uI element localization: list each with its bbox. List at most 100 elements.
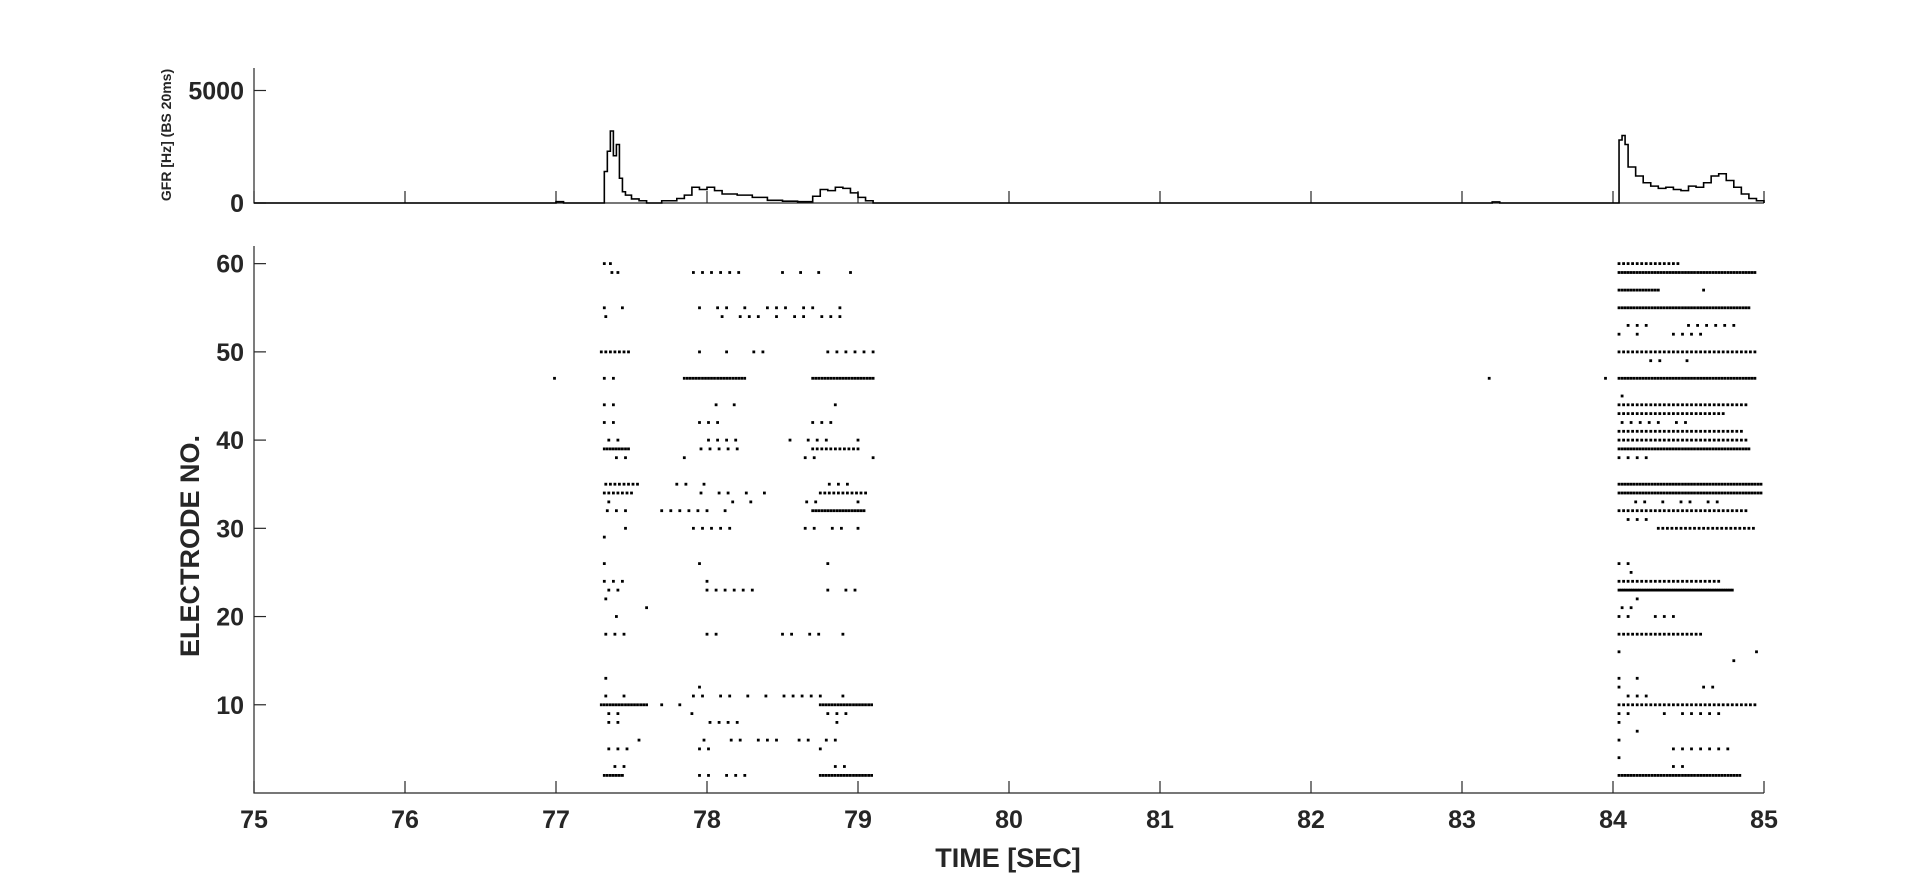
- spike-mark: [1708, 482, 1711, 486]
- spike-mark: [1729, 482, 1733, 486]
- spike-mark: [1667, 262, 1671, 265]
- spike-mark: [1653, 438, 1657, 442]
- spike-mark: [1626, 376, 1630, 380]
- spike-mark: [1666, 482, 1669, 486]
- spike-mark: [1708, 747, 1711, 751]
- raster-y-tick-label: 60: [216, 251, 244, 279]
- spike-mark: [1699, 376, 1702, 380]
- spike-mark: [849, 774, 852, 777]
- spike-mark: [1649, 429, 1653, 433]
- spike-mark: [838, 509, 842, 513]
- spike-mark: [1666, 447, 1669, 451]
- spike-mark: [1684, 526, 1687, 530]
- spike-mark: [1696, 324, 1699, 327]
- spike-marks: [553, 262, 1763, 777]
- spike-mark: [616, 747, 620, 751]
- spike-mark: [782, 694, 786, 698]
- spike-mark: [833, 774, 837, 777]
- spike-mark: [714, 588, 718, 592]
- spike-mark: [714, 632, 718, 636]
- spike-mark: [1662, 774, 1666, 777]
- spike-mark: [1626, 429, 1630, 433]
- spike-mark: [717, 491, 721, 495]
- spike-mark: [1756, 491, 1760, 495]
- spike-mark: [1702, 271, 1705, 274]
- spike-mark: [802, 306, 805, 310]
- spike-mark: [605, 774, 609, 777]
- spike-mark: [1679, 500, 1683, 504]
- spike-mark: [1653, 774, 1657, 777]
- spike-mark: [1672, 509, 1675, 513]
- spike-mark: [1738, 271, 1742, 274]
- spike-mark: [811, 376, 815, 380]
- raster-y-tick-label: 20: [216, 604, 244, 632]
- spike-mark: [1696, 376, 1699, 380]
- spike-mark: [1626, 262, 1630, 265]
- spike-mark: [1631, 579, 1634, 583]
- spike-mark: [605, 509, 609, 513]
- spike-mark: [1622, 579, 1625, 583]
- spike-mark: [1620, 376, 1624, 380]
- spike-mark: [1684, 421, 1687, 424]
- spike-mark: [1714, 482, 1718, 486]
- spike-mark: [1647, 271, 1651, 274]
- spike-mark: [1631, 412, 1634, 415]
- spike-mark: [1644, 262, 1648, 265]
- spike-mark: [726, 491, 730, 495]
- spike-mark: [837, 774, 840, 777]
- spike-mark: [1647, 376, 1651, 380]
- spike-mark: [1708, 376, 1711, 380]
- spike-mark: [732, 403, 736, 407]
- spike-mark: [1635, 579, 1639, 583]
- spike-mark: [1711, 271, 1715, 274]
- spike-mark: [1740, 350, 1743, 354]
- spike-mark: [833, 703, 837, 707]
- spike-mark: [1684, 774, 1687, 777]
- spike-mark: [1738, 376, 1742, 380]
- spike-mark: [615, 615, 618, 618]
- spike-mark: [1708, 588, 1711, 592]
- spike-mark: [1644, 509, 1648, 513]
- spike-mark: [1730, 429, 1734, 433]
- spike-mark: [1705, 271, 1708, 274]
- spike-mark: [1714, 491, 1718, 495]
- spike-mark: [1635, 632, 1639, 636]
- spike-mark: [818, 774, 822, 777]
- spike-mark: [710, 271, 713, 274]
- spike-mark: [1747, 447, 1751, 451]
- spike-mark: [699, 491, 703, 495]
- spike-mark: [602, 306, 606, 310]
- spike-mark: [737, 376, 741, 380]
- spike-mark: [1726, 482, 1730, 486]
- spike-mark: [612, 421, 615, 424]
- spike-mark: [1623, 288, 1627, 292]
- spike-mark: [1717, 509, 1721, 513]
- spike-mark: [1696, 482, 1699, 486]
- spike-mark: [1617, 438, 1621, 442]
- spike-mark: [698, 685, 701, 689]
- spike-mark: [802, 315, 805, 318]
- spike-mark: [844, 588, 848, 592]
- spike-mark: [607, 747, 611, 751]
- spike-mark: [1649, 359, 1653, 363]
- spike-mark: [766, 306, 769, 310]
- spike-mark: [720, 315, 724, 318]
- spike-mark: [1650, 447, 1654, 451]
- spike-mark: [1620, 774, 1624, 777]
- spike-mark: [1617, 676, 1621, 680]
- spike-mark: [1750, 482, 1754, 486]
- spike-mark: [1672, 447, 1675, 451]
- spike-mark: [1640, 579, 1644, 583]
- spike-mark: [615, 447, 618, 451]
- spike-mark: [1753, 491, 1757, 495]
- spike-mark: [1712, 509, 1716, 513]
- spike-mark: [1675, 376, 1678, 380]
- spike-mark: [1640, 632, 1644, 636]
- spike-raster-panel: 75 76 77 78 79 80 81 82 83 84 85 10 20 30 40 50 60 TIME…: [175, 246, 1778, 873]
- spike-mark: [1729, 447, 1733, 451]
- raster-ylabel: ELECTRODE NO.: [175, 435, 205, 657]
- spike-mark: [1741, 376, 1745, 380]
- spike-mark: [1635, 774, 1639, 777]
- spike-mark: [723, 509, 727, 513]
- spike-mark: [1672, 747, 1675, 751]
